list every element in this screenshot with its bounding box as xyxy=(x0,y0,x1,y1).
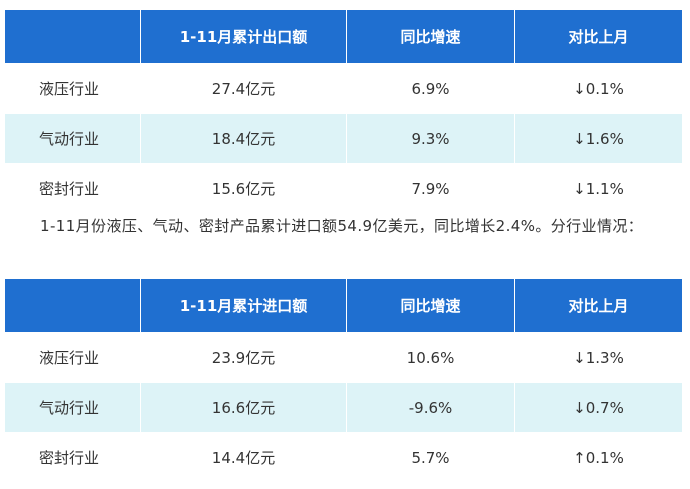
header-vs-last-month: 对比上月 xyxy=(514,278,683,333)
growth-cell: 9.3% xyxy=(346,113,515,164)
mom-cell: ↓0.1% xyxy=(514,63,683,114)
growth-cell: 10.6% xyxy=(346,332,515,383)
industry-cell: 气动行业 xyxy=(4,382,141,433)
mom-cell: ↓1.1% xyxy=(514,163,683,214)
header-yoy-growth: 同比增速 xyxy=(346,9,515,64)
mom-cell: ↓0.7% xyxy=(514,382,683,433)
table-header-row: 1-11月累计进口额 同比增速 对比上月 xyxy=(4,278,683,333)
header-vs-last-month: 对比上月 xyxy=(514,9,683,64)
industry-cell: 液压行业 xyxy=(4,63,141,114)
table-row: 密封行业 14.4亿元 5.7% ↑0.1% xyxy=(4,432,683,483)
header-import-amount: 1-11月累计进口额 xyxy=(140,278,347,333)
table-header-row: 1-11月累计出口额 同比增速 对比上月 xyxy=(4,9,683,64)
amount-cell: 14.4亿元 xyxy=(140,432,347,483)
mom-cell: ↓1.3% xyxy=(514,332,683,383)
table-row: 液压行业 27.4亿元 6.9% ↓0.1% xyxy=(4,63,683,114)
table-row: 密封行业 15.6亿元 7.9% ↓1.1% xyxy=(4,163,683,214)
industry-cell: 密封行业 xyxy=(4,432,141,483)
growth-cell: -9.6% xyxy=(346,382,515,433)
amount-cell: 18.4亿元 xyxy=(140,113,347,164)
amount-cell: 27.4亿元 xyxy=(140,63,347,114)
amount-cell: 16.6亿元 xyxy=(140,382,347,433)
table-row: 气动行业 18.4亿元 9.3% ↓1.6% xyxy=(4,113,683,164)
growth-cell: 6.9% xyxy=(346,63,515,114)
growth-cell: 5.7% xyxy=(346,432,515,483)
import-table: 1-11月累计进口额 同比增速 对比上月 液压行业 23.9亿元 10.6% ↓… xyxy=(4,278,683,483)
header-yoy-growth: 同比增速 xyxy=(346,278,515,333)
table-row: 液压行业 23.9亿元 10.6% ↓1.3% xyxy=(4,332,683,383)
growth-cell: 7.9% xyxy=(346,163,515,214)
industry-cell: 密封行业 xyxy=(4,163,141,214)
header-export-amount: 1-11月累计出口额 xyxy=(140,9,347,64)
export-table: 1-11月累计出口额 同比增速 对比上月 液压行业 27.4亿元 6.9% ↓0… xyxy=(4,9,683,214)
header-blank xyxy=(4,9,141,64)
mom-cell: ↓1.6% xyxy=(514,113,683,164)
industry-cell: 气动行业 xyxy=(4,113,141,164)
industry-cell: 液压行业 xyxy=(4,332,141,383)
mom-cell: ↑0.1% xyxy=(514,432,683,483)
header-blank xyxy=(4,278,141,333)
table-row: 气动行业 16.6亿元 -9.6% ↓0.7% xyxy=(4,382,683,433)
amount-cell: 23.9亿元 xyxy=(140,332,347,383)
summary-paragraph: 1-11月份液压、气动、密封产品累计进口额54.9亿美元，同比增长2.4%。分行… xyxy=(40,217,644,235)
amount-cell: 15.6亿元 xyxy=(140,163,347,214)
